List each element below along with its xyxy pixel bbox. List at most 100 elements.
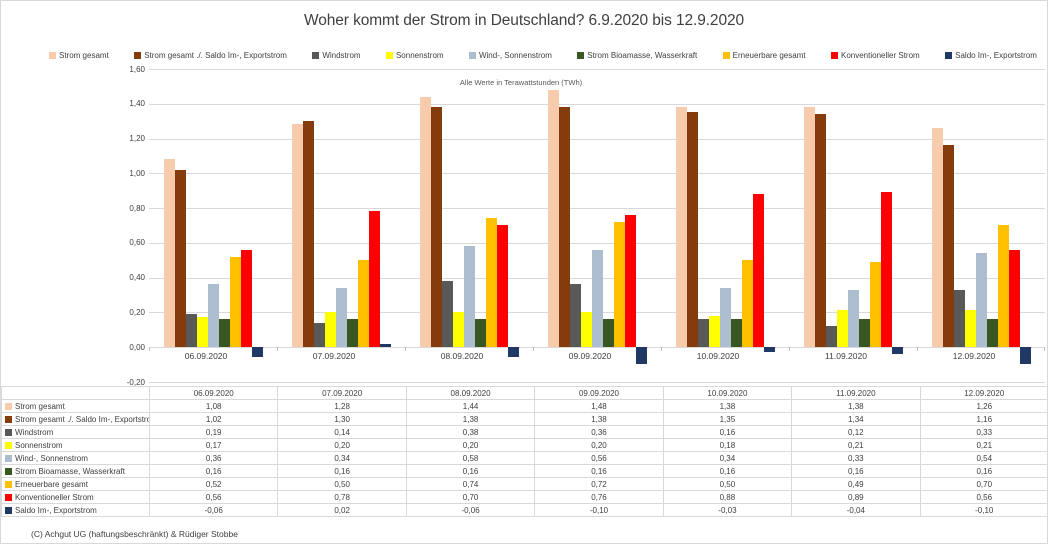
x-axis-label: 08.09.2020 <box>440 351 484 361</box>
bar-slot <box>368 69 380 382</box>
bar-positive-area <box>580 69 592 347</box>
bar <box>741 260 753 347</box>
bar-slot <box>240 69 252 382</box>
bar <box>931 127 943 347</box>
table-cell: 0,72 <box>534 477 664 491</box>
gridline <box>149 382 1045 383</box>
bar <box>763 347 775 353</box>
table-cell: 0,02 <box>277 503 407 517</box>
bar-positive-area <box>880 69 892 347</box>
table-cell: 1,44 <box>405 399 536 413</box>
table-cell: 1,16 <box>919 412 1048 426</box>
bar-slot <box>185 69 197 382</box>
bar <box>986 319 998 347</box>
y-axis-label: 1,20 <box>129 134 145 144</box>
bar <box>174 169 186 347</box>
axis-tick <box>789 347 790 351</box>
bar-group: 10.09.2020 <box>661 69 789 382</box>
y-axis-label: -0,20 <box>126 377 145 387</box>
legend-color-swatch <box>385 52 393 59</box>
bar <box>474 319 486 347</box>
bar-positive-area <box>357 69 369 347</box>
bar-positive-area <box>953 69 965 347</box>
bar-positive-area <box>229 69 241 347</box>
bar-positive-area <box>636 69 647 347</box>
bar-slot <box>174 69 186 382</box>
bar-positive-area <box>591 69 603 347</box>
bar-positive-area <box>892 69 903 347</box>
table-cell: 0,88 <box>662 490 793 504</box>
bar-positive-area <box>686 69 698 347</box>
bar-slot <box>302 69 314 382</box>
table-cell: 0,20 <box>534 438 664 452</box>
table-row: Strom gesamt 1,08 1,28 1,44 1,48 1,38 1,38 1,26 <box>1 399 1048 413</box>
bar-positive-area <box>719 69 731 347</box>
table-cell: 0,56 <box>919 490 1048 504</box>
bar-slot <box>880 69 892 382</box>
bar-slot <box>931 69 943 382</box>
bar <box>302 120 314 347</box>
axis-tick <box>660 347 662 351</box>
bar-slot <box>507 69 519 382</box>
bar-positive-area <box>1008 69 1020 347</box>
bar-slot <box>1019 69 1031 382</box>
table-cell: 0,20 <box>277 438 407 452</box>
bar-positive-area <box>942 69 954 347</box>
bar-cluster <box>917 69 1045 382</box>
table-row: Sonnenstrom 0,17 0,20 0,20 0,20 0,18 0,21 0,21 <box>1 438 1048 452</box>
row-color-swatch <box>5 415 12 423</box>
bar-cluster <box>405 69 533 382</box>
gridline <box>149 138 1045 140</box>
bar <box>163 159 175 347</box>
bar-slot <box>379 69 391 382</box>
y-axis: 1,60 1,40 1,20 1,00 0,80 0,60 0,40 0,20 0,00 -0,2… <box>1 65 145 387</box>
y-axis-label: 0,00 <box>129 342 145 352</box>
bar-positive-area <box>291 69 303 347</box>
bar-slot <box>196 69 208 382</box>
row-color-swatch <box>5 454 12 462</box>
bar-positive-area <box>324 69 336 347</box>
row-color-swatch <box>5 467 12 475</box>
row-color-swatch <box>5 441 12 449</box>
bar-positive-area <box>997 69 1009 347</box>
bar-positive-area <box>697 69 709 347</box>
bar-positive-area <box>218 69 230 347</box>
chart-title: Woher kommt der Strom in Deutschland? 6.… <box>303 12 745 29</box>
bar-group: 11.09.2020 <box>789 69 917 382</box>
bar <box>569 284 581 347</box>
bar-slot <box>441 69 453 382</box>
bar-cluster <box>277 69 405 382</box>
table-body: 06.09.2020 07.09.2020 08.09.2020 09.09.2020… <box>1 386 1048 517</box>
bar <box>942 145 954 347</box>
bar-slot <box>430 69 442 382</box>
bar-slot <box>291 69 303 382</box>
bar-positive-area <box>825 69 837 347</box>
bar-slot <box>858 69 870 382</box>
row-color-swatch <box>5 402 12 410</box>
row-label-text: Sonnenstrom <box>15 440 63 450</box>
table-cell: 0,12 <box>791 425 921 439</box>
bar <box>251 347 263 358</box>
table-header-cell: 07.09.2020 <box>277 386 407 400</box>
table-cell: -0,10 <box>534 503 664 517</box>
table-row-label: Strom Bioamasse, Wasserkraft <box>1 464 150 478</box>
bar-negative-area <box>891 347 903 382</box>
table-cell: 0,20 <box>405 438 536 452</box>
table-cell: 0,49 <box>791 477 921 491</box>
bar-cluster <box>533 69 661 382</box>
chart-legend: Strom gesamt Strom gesamt ./. Saldo Im-, … <box>49 51 1037 60</box>
bar-slot <box>825 69 837 382</box>
bar <box>891 347 903 354</box>
bar-groups: 06.09.2020 07.09.2020 08.09.2020 09.09.2020… <box>149 69 1045 382</box>
table-cell: 1,30 <box>277 412 407 426</box>
bar-positive-area <box>379 69 391 347</box>
table-header-cell: 11.09.2020 <box>791 386 921 400</box>
bar <box>185 313 197 347</box>
table-cell: 0,36 <box>148 451 279 465</box>
row-label-text: Erneuerbare gesamt <box>15 479 88 489</box>
bar <box>602 319 614 347</box>
table-cell: 1,38 <box>791 399 921 413</box>
bar-slot <box>814 69 826 382</box>
bar-slot <box>953 69 965 382</box>
